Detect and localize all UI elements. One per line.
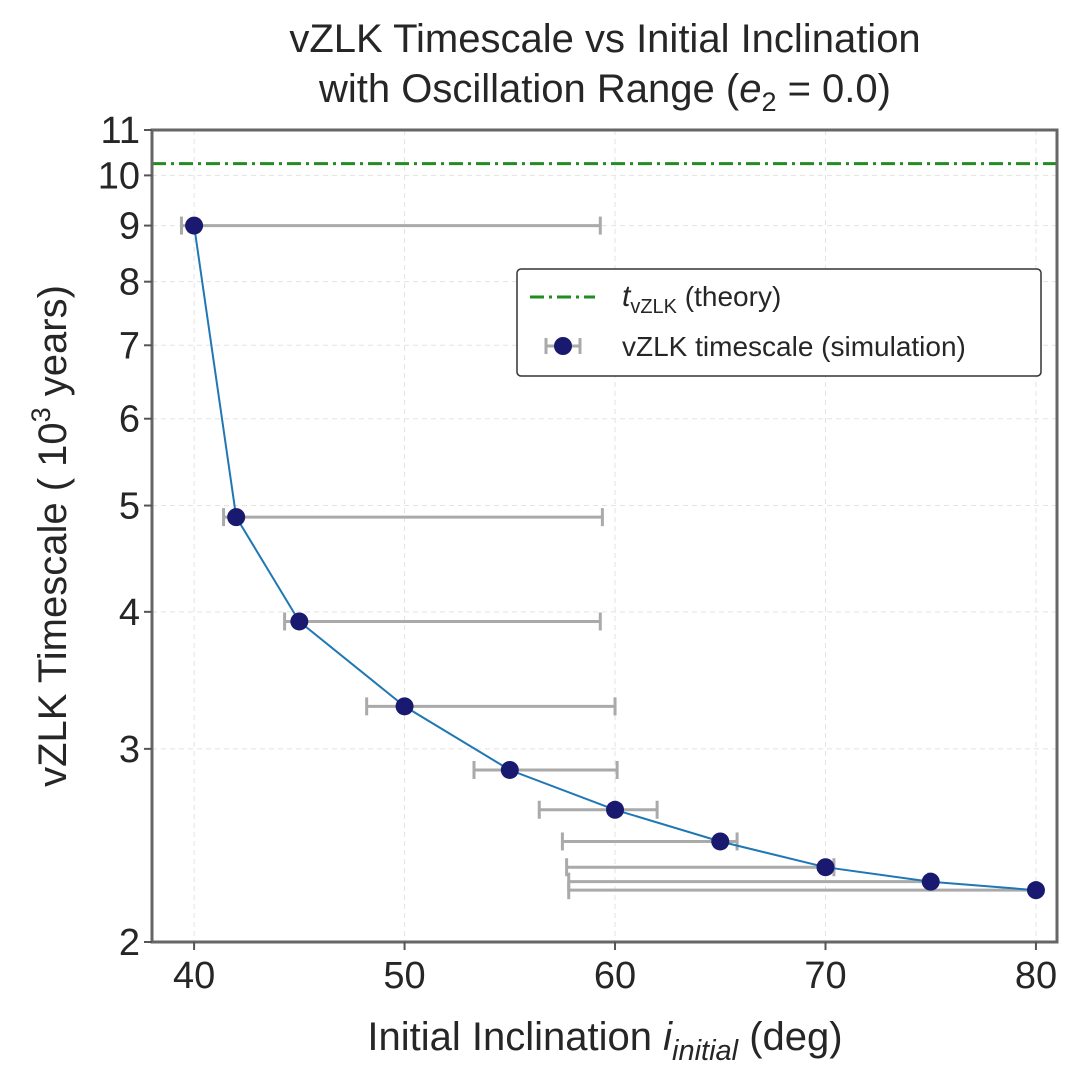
x-axis-label: Initial Inclination iinitial (deg)	[367, 1015, 842, 1067]
legend-simulation-label: vZLK timescale (simulation)	[622, 331, 966, 362]
data-point	[1026, 881, 1045, 900]
chart-title-line2: with Oscillation Range (e2 = 0.0)	[318, 67, 891, 117]
x-tick-label: 60	[594, 955, 636, 997]
x-tick-label: 80	[1015, 955, 1057, 997]
chart-title-line1: vZLK Timescale vs Initial Inclination	[289, 17, 920, 61]
legend-box	[516, 268, 1042, 377]
legend: tvZLK (theory) vZLK timescale (simulatio…	[516, 268, 1042, 377]
data-point	[290, 612, 309, 631]
y-axis-label: vZLK Timescale ( 103 years)	[26, 285, 75, 787]
data-point	[606, 800, 625, 819]
y-tick-label: 2	[119, 922, 140, 964]
y-tick-label: 8	[119, 262, 140, 304]
y-tick-label: 7	[119, 325, 140, 367]
data-point	[500, 760, 519, 779]
data-point	[816, 858, 835, 877]
y-tick-label: 11	[101, 110, 140, 152]
y-tick-label: 6	[119, 399, 140, 441]
data-point	[395, 697, 414, 716]
legend-theory-label: tvZLK (theory)	[622, 280, 781, 318]
data-point	[227, 508, 246, 527]
legend-marker	[554, 337, 572, 355]
data-point	[185, 216, 204, 235]
y-tick-label: 9	[119, 206, 140, 248]
data-point	[711, 832, 730, 851]
data-point	[921, 872, 940, 891]
plot-frame	[150, 128, 1059, 944]
x-tick-label: 40	[173, 955, 215, 997]
y-tick-label: 10	[98, 155, 140, 197]
y-tick-label: 5	[119, 486, 140, 528]
plot-data	[152, 162, 1057, 900]
x-tick-label: 70	[804, 955, 846, 997]
y-tick-label: 4	[119, 592, 140, 634]
simulation-line	[193, 225, 1037, 892]
x-tick-label: 50	[383, 955, 425, 997]
y-tick-label: 3	[119, 729, 140, 771]
